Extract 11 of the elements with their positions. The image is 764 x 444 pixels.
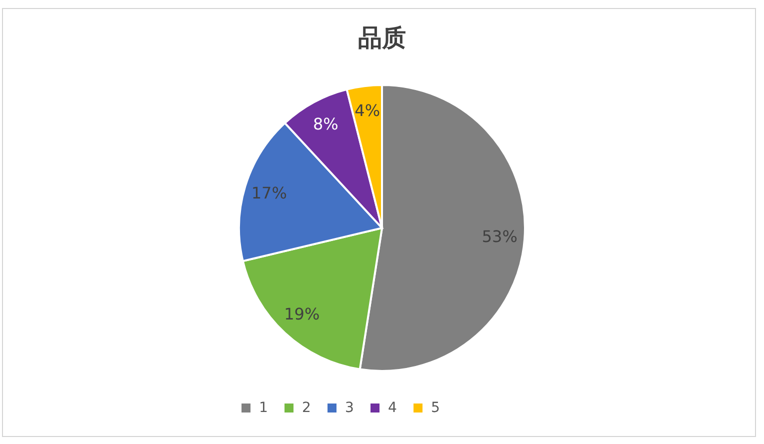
data-label: 53% [482, 227, 518, 246]
legend-label: 2 [302, 400, 311, 416]
data-label: 17% [251, 184, 287, 203]
data-label: 8% [312, 114, 338, 134]
chart-title: 品质 [358, 25, 406, 52]
data-label: 19% [284, 304, 320, 324]
legend-label: 5 [431, 400, 440, 416]
legend-label: 3 [345, 400, 354, 416]
data-label: 4% [354, 100, 380, 120]
legend-label: 1 [259, 400, 268, 416]
legend-label: 4 [388, 400, 397, 416]
